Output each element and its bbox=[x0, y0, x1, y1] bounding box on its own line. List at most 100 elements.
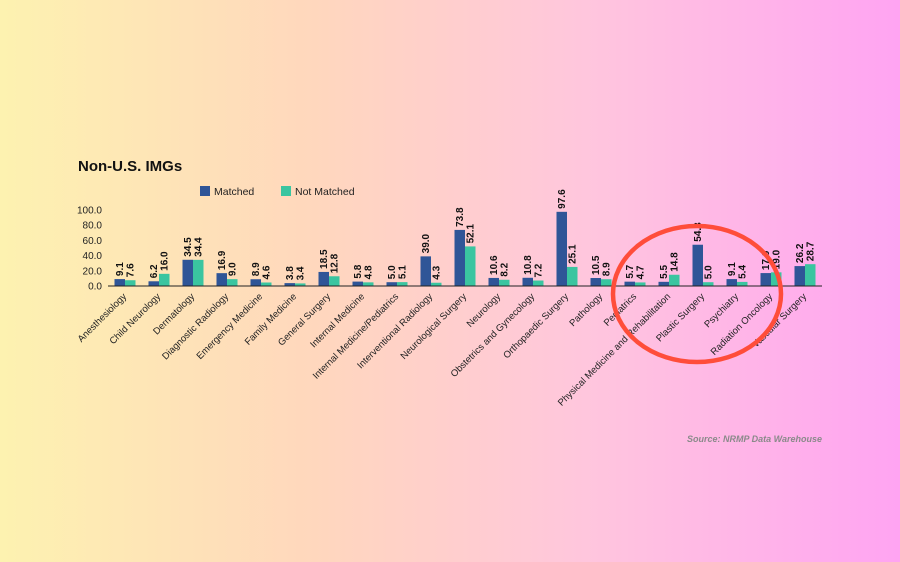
value-label-matched-pathology: 10.5 bbox=[591, 255, 602, 275]
value-label-matched-plastic-surgery: 54.3 bbox=[693, 222, 704, 242]
legend-label-not-matched: Not Matched bbox=[295, 186, 355, 198]
bars bbox=[114, 211, 816, 286]
value-label-not-matched-dermatology: 34.4 bbox=[194, 237, 205, 257]
y-tick-label: 100.0 bbox=[77, 206, 102, 217]
y-tick-label: 60.0 bbox=[83, 236, 103, 247]
value-label-matched-anesthesiology: 9.1 bbox=[115, 262, 126, 276]
bar-matched-internal-medicine bbox=[352, 281, 363, 286]
value-label-matched-vascular-surgery: 26.2 bbox=[795, 243, 806, 263]
value-label-not-matched-neurological-surgery: 52.1 bbox=[466, 224, 477, 244]
y-tick-label: 80.0 bbox=[83, 221, 103, 232]
value-label-matched-orthopaedic-surgery: 97.6 bbox=[557, 189, 568, 209]
bar-not-matched-internal-medicine-pediatrics bbox=[397, 282, 408, 286]
value-label-matched-child-neurology: 6.2 bbox=[149, 264, 160, 278]
bar-not-matched-psychiatry bbox=[737, 281, 748, 286]
value-labels: 9.1 7.6 6.216.034.5 34.416.9 9.0 8.9 4.6 3.8 3.4… bbox=[115, 189, 817, 280]
source-note: Source: NRMP Data Warehouse bbox=[687, 434, 822, 444]
value-label-not-matched-obstetrics-and-gynecology: 7.2 bbox=[534, 263, 545, 277]
bar-not-matched-general-surgery bbox=[329, 276, 340, 286]
chart-title: Non-U.S. IMGs bbox=[78, 158, 182, 175]
value-label-not-matched-radiation-oncology: 19.0 bbox=[772, 249, 783, 269]
x-tick-label: Emergency Medicine bbox=[195, 291, 266, 362]
bar-matched-family-medicine bbox=[284, 283, 295, 286]
bar-matched-pediatrics bbox=[624, 281, 635, 286]
value-label-matched-internal-medicine: 5.8 bbox=[353, 264, 364, 278]
bar-not-matched-obstetrics-and-gynecology bbox=[533, 280, 544, 286]
bar-not-matched-orthopaedic-surgery bbox=[567, 266, 578, 286]
value-label-not-matched-plastic-surgery: 5.0 bbox=[704, 265, 715, 279]
y-tick-label: 40.0 bbox=[83, 251, 103, 262]
value-label-matched-internal-medicine-pediatrics: 5.0 bbox=[387, 265, 398, 279]
bar-not-matched-anesthesiology bbox=[125, 280, 136, 286]
bar-not-matched-dermatology bbox=[193, 259, 204, 286]
bar-matched-neurology bbox=[488, 277, 499, 286]
value-label-not-matched-vascular-surgery: 28.7 bbox=[806, 241, 817, 261]
bar-matched-plastic-surgery bbox=[692, 244, 703, 286]
value-label-matched-dermatology: 34.5 bbox=[183, 237, 194, 257]
bar-matched-pathology bbox=[590, 278, 601, 286]
value-label-not-matched-orthopaedic-surgery: 25.1 bbox=[568, 244, 579, 264]
value-label-not-matched-internal-medicine-pediatrics: 5.1 bbox=[398, 265, 409, 279]
value-label-not-matched-diagnostic-radiology: 9.0 bbox=[228, 262, 239, 276]
value-label-matched-pediatrics: 5.7 bbox=[625, 264, 636, 278]
value-label-matched-neurology: 10.6 bbox=[489, 255, 500, 275]
highlight-circle-annotation bbox=[610, 223, 784, 365]
bar-matched-internal-medicine-pediatrics bbox=[386, 282, 397, 286]
bar-matched-anesthesiology bbox=[114, 279, 125, 286]
value-label-not-matched-psychiatry: 5.4 bbox=[738, 265, 749, 279]
bar-matched-orthopaedic-surgery bbox=[556, 211, 567, 286]
bar-not-matched-physical-medicine-and-rehabilitation bbox=[669, 274, 680, 286]
value-label-matched-physical-medicine-and-rehabilitation: 5.5 bbox=[659, 264, 670, 278]
value-label-not-matched-family-medicine: 3.4 bbox=[296, 266, 307, 280]
bar-matched-general-surgery bbox=[318, 271, 329, 286]
bar-not-matched-internal-medicine bbox=[363, 282, 374, 286]
value-label-matched-psychiatry: 9.1 bbox=[727, 262, 738, 276]
x-tick-label: Orthopaedic Surgery bbox=[501, 291, 571, 361]
value-label-matched-general-surgery: 18.5 bbox=[319, 249, 330, 269]
value-label-matched-emergency-medicine: 8.9 bbox=[251, 262, 262, 276]
bar-not-matched-diagnostic-radiology bbox=[227, 279, 238, 286]
bar-not-matched-emergency-medicine bbox=[261, 282, 272, 286]
bar-matched-interventional-radiology bbox=[420, 256, 431, 286]
y-axis-ticks: 100.0 80.0 60.0 40.0 20.0 0.0 bbox=[77, 206, 102, 293]
x-tick-label: Radiation Oncology bbox=[709, 291, 776, 358]
legend-label-matched: Matched bbox=[214, 186, 254, 198]
x-tick-label: Pathology bbox=[567, 291, 605, 329]
value-label-matched-obstetrics-and-gynecology: 10.8 bbox=[523, 255, 534, 275]
value-label-not-matched-pathology: 8.9 bbox=[602, 262, 613, 276]
value-label-not-matched-child-neurology: 16.0 bbox=[160, 251, 171, 271]
bar-not-matched-pathology bbox=[601, 279, 612, 286]
value-label-matched-family-medicine: 3.8 bbox=[285, 266, 296, 280]
value-label-not-matched-internal-medicine: 4.8 bbox=[364, 265, 375, 279]
y-tick-label: 0.0 bbox=[88, 282, 102, 293]
bar-matched-physical-medicine-and-rehabilitation bbox=[658, 281, 669, 286]
bar-matched-obstetrics-and-gynecology bbox=[522, 277, 533, 286]
bar-not-matched-neurology bbox=[499, 279, 510, 286]
value-label-not-matched-anesthesiology: 7.6 bbox=[126, 263, 137, 277]
bar-matched-child-neurology bbox=[148, 281, 159, 286]
legend-swatch-not-matched bbox=[281, 186, 291, 196]
value-label-not-matched-neurology: 8.2 bbox=[500, 262, 511, 276]
bar-not-matched-plastic-surgery bbox=[703, 282, 714, 286]
bar-not-matched-vascular-surgery bbox=[805, 264, 816, 286]
bar-not-matched-child-neurology bbox=[159, 273, 170, 286]
value-label-matched-neurological-surgery: 73.8 bbox=[455, 207, 466, 227]
value-label-matched-diagnostic-radiology: 16.9 bbox=[217, 250, 228, 270]
legend-swatch-matched bbox=[200, 186, 210, 196]
legend: Matched Not Matched bbox=[200, 186, 355, 198]
bar-matched-radiation-oncology bbox=[760, 273, 771, 286]
bar-matched-dermatology bbox=[182, 259, 193, 286]
bar-not-matched-neurological-surgery bbox=[465, 246, 476, 286]
bar-not-matched-interventional-radiology bbox=[431, 282, 442, 286]
x-tick-label: Neurological Surgery bbox=[399, 291, 470, 362]
bar-not-matched-pediatrics bbox=[635, 282, 646, 286]
y-tick-label: 20.0 bbox=[83, 266, 103, 277]
value-label-matched-radiation-oncology: 17.0 bbox=[761, 250, 772, 270]
bar-matched-emergency-medicine bbox=[250, 279, 261, 286]
bar-not-matched-family-medicine bbox=[295, 283, 306, 286]
value-label-not-matched-interventional-radiology: 4.3 bbox=[432, 265, 443, 279]
bar-matched-neurological-surgery bbox=[454, 229, 465, 286]
bar-matched-diagnostic-radiology bbox=[216, 273, 227, 286]
